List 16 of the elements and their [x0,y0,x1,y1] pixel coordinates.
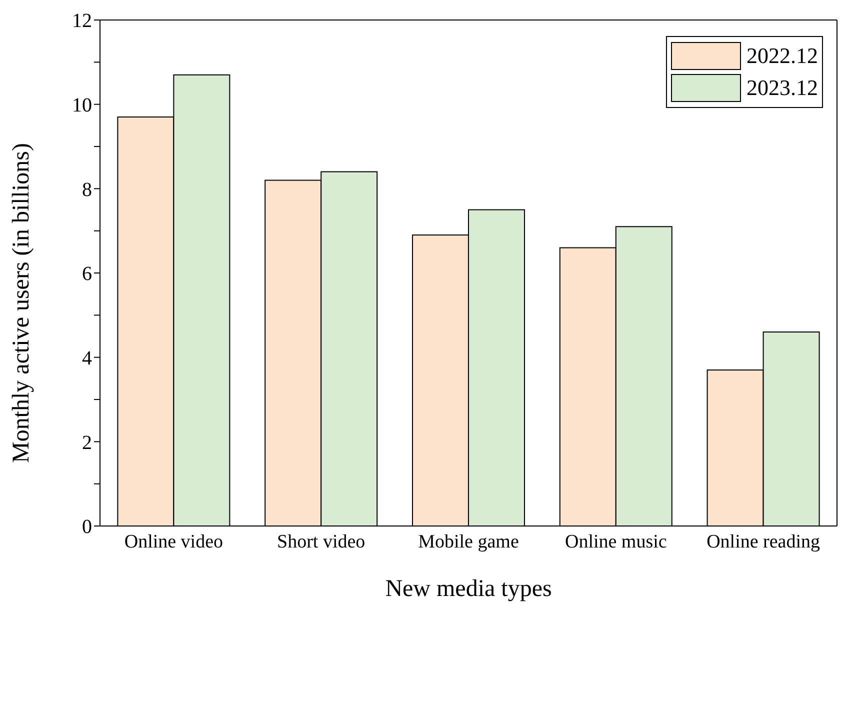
legend-label: 2023.12 [746,75,818,101]
y-tick-label: 4 [82,347,92,370]
x-tick-label: Mobile game [418,531,519,552]
x-tick-label: Online reading [706,531,821,552]
legend-label: 2022.12 [746,43,818,69]
x-tick-label: Online music [564,531,667,552]
y-tick-label: 2 [82,432,92,454]
x-tick-label: Short video [277,531,366,552]
x-axis-title: New media types [385,576,552,602]
y-tick-label: 10 [72,94,92,116]
y-tick-label: 8 [82,178,92,201]
y-tick-label: 6 [82,263,92,286]
y-tick-label: 0 [82,516,92,538]
x-tick-label: Online video [124,531,224,552]
y-tick-label: 12 [72,10,92,32]
y-axis-title: Monthly active users (in billions) [8,143,35,463]
